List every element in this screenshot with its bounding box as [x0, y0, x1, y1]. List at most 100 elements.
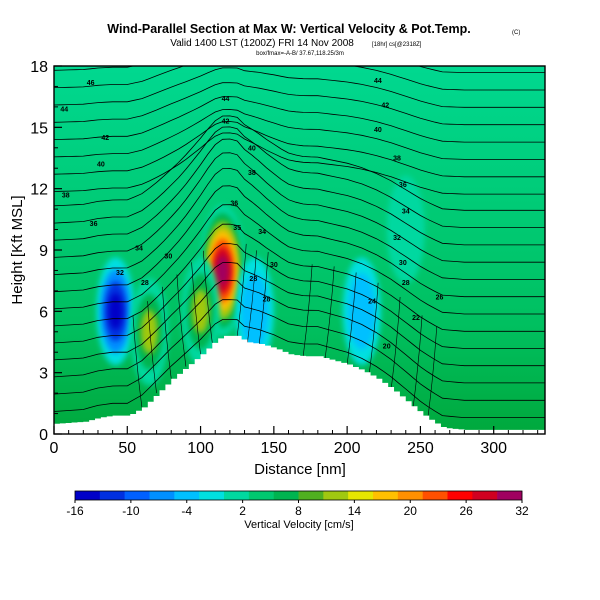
theta-contour-line [258, 252, 269, 345]
x-tick-label: 200 [334, 440, 361, 457]
x-tick-label: 150 [260, 440, 287, 457]
theta-contour-line [54, 96, 545, 143]
velocity-shade [192, 289, 209, 334]
velocity-feature [386, 175, 425, 284]
chart-small-note: box/fmax=-A-B/ 37.67,118.25/3m [256, 51, 344, 57]
colorbar-swatch [422, 491, 448, 500]
colorbar-swatch [124, 491, 150, 500]
theta-contour-label: 46 [87, 80, 95, 87]
y-tick-label: 18 [30, 59, 48, 76]
colorbar-swatch [224, 491, 250, 500]
x-tick-label: 100 [187, 440, 214, 457]
y-tick-label: 15 [30, 120, 48, 137]
velocity-feature [342, 257, 381, 366]
x-tick-label: 300 [480, 440, 507, 457]
colorbar-swatch [75, 491, 101, 500]
theta-contour-label: 22 [412, 315, 420, 322]
theta-contour-label: 38 [393, 156, 401, 163]
theta-contour-label: 38 [248, 170, 256, 177]
colorbar-swatch [149, 491, 175, 500]
colorbar-swatch [397, 491, 423, 500]
theta-contour-line [54, 319, 545, 418]
x-axis: 0 50 100 150 200 250 300 [50, 426, 539, 457]
colorbar-swatch [497, 491, 523, 500]
theta-contour-line [54, 109, 545, 160]
theta-contour-label: 34 [402, 209, 410, 216]
chart-title: Wind-Parallel Section at Max W: Vertical… [107, 22, 470, 36]
theta-contour-line [54, 167, 545, 280]
theta-contour-line [54, 82, 545, 126]
theta-contour-line [54, 115, 545, 211]
theta-contour-line [54, 66, 545, 91]
colorbar-swatch [248, 491, 274, 500]
theta-contour-label: 35 [233, 225, 241, 232]
colorbar-tick-label: 2 [239, 504, 246, 518]
y-axis: 0 3 6 9 12 15 18 [30, 59, 62, 444]
theta-contour-label: 36 [90, 221, 98, 228]
theta-contour-label: 44 [222, 96, 230, 103]
theta-contour-label: 30 [270, 262, 278, 269]
colorbar-tick-label: 32 [515, 504, 529, 518]
theta-contour-line [54, 138, 545, 246]
theta-contour-label: 28 [263, 297, 271, 304]
theta-contour-line [54, 185, 545, 298]
theta-contour-label: 26 [436, 295, 444, 302]
theta-contour-line [161, 286, 172, 379]
theta-contour-label: 40 [374, 127, 382, 134]
chart-subtitle: Valid 1400 LST (1200Z) FRI 14 Nov 2008 [170, 38, 354, 49]
colorbar-swatch [174, 491, 200, 500]
theta-contour-line [202, 250, 213, 343]
colorbar-swatch [298, 491, 324, 500]
theta-contour-labels: 46 44 42 40 38 36 34 32 30 28 44 42 40 38 36 35 34 30 28 28… [60, 78, 443, 351]
theta-contour-line [54, 132, 545, 195]
theta-contour-label: 36 [399, 182, 407, 189]
theta-contour-line [54, 262, 545, 367]
theta-contour-line [54, 67, 545, 108]
y-tick-label: 12 [30, 182, 48, 199]
theta-contour-label: 40 [248, 145, 256, 152]
colorbar-tick-label: 14 [348, 504, 362, 518]
theta-contour-line [54, 204, 545, 315]
velocity-feature [199, 204, 246, 337]
colorbar-swatch [472, 491, 498, 500]
theta-contour-label: 32 [393, 235, 401, 242]
theta-contour-label: 24 [368, 299, 376, 306]
x-axis-title: Distance [nm] [254, 461, 346, 478]
velocity-shade [216, 255, 229, 286]
x-tick-label: 50 [118, 440, 136, 457]
theta-contour-line [368, 282, 379, 375]
colorbar-swatch [273, 491, 299, 500]
colorbar-swatch [447, 491, 473, 500]
colorbar-tick-label: -10 [122, 504, 140, 518]
y-axis-title: Height [Kft MSL] [9, 195, 26, 304]
velocity-feature [96, 257, 135, 366]
colorbar-title: Vertical Velocity [cm/s] [244, 519, 353, 531]
theta-contour-line [54, 121, 545, 178]
plot-area: 46 44 42 40 38 36 34 32 30 28 44 42 40 38 36 35 34 30 28 28… [54, 66, 545, 434]
colorbar-swatch [373, 491, 399, 500]
theta-contour-line [390, 297, 401, 390]
chart-title-mark: (C) [512, 30, 520, 36]
velocity-shade [140, 309, 158, 354]
colorbar-swatch [348, 491, 374, 500]
theta-contour-line [54, 66, 545, 73]
theta-contour-line [54, 152, 545, 263]
theta-contour-line [132, 315, 143, 408]
theta-contour-label: 42 [101, 135, 109, 142]
theta-contour-label: 20 [383, 344, 391, 351]
theta-contour-label: 28 [249, 276, 257, 283]
colorbar-tick-label: -4 [181, 504, 192, 518]
theta-contour-line [176, 274, 187, 367]
velocity-shade [246, 289, 264, 334]
theta-contour-line [427, 326, 438, 419]
theta-contour-label: 40 [97, 162, 105, 169]
theta-contour-label: 44 [60, 106, 68, 113]
colorbar-swatch [199, 491, 225, 500]
theta-contour-label: 42 [381, 102, 389, 109]
theta-contour-label: 34 [258, 229, 266, 236]
colorbar-tick-label: 26 [459, 504, 473, 518]
x-tick-label: 0 [50, 440, 59, 457]
theta-contour-label: 38 [62, 192, 70, 199]
x-tick-label: 250 [407, 440, 434, 457]
theta-contour-label: 32 [116, 270, 124, 277]
